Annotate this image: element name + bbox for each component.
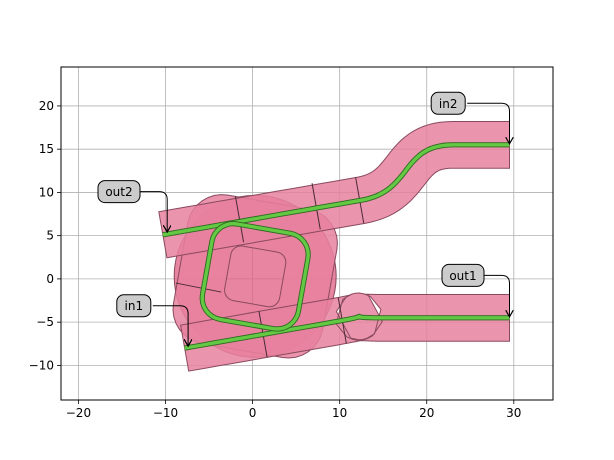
port-annotations: in2 out2 out1 in1 [97,91,510,347]
upper-bus-core [162,143,510,237]
port-in2-label: in2 [439,97,458,111]
ring-divider [175,282,222,293]
port-out1-box [441,263,485,287]
y-tick-label: 15 [39,142,54,156]
port-out1: out1 [441,263,510,316]
ring-core [200,221,310,331]
y-tick-label: −10 [29,358,54,372]
port-out1-arrow [482,274,510,316]
y-tick-label: −5 [36,315,54,329]
plot-content [158,121,510,372]
port-in1-box [116,294,152,318]
y-tick-label: 5 [46,229,54,243]
port-out2: out2 [97,180,167,233]
port-out1-label: out1 [449,269,476,283]
x-tick-label: −10 [153,406,178,420]
lower-bus-cladding [180,292,510,372]
tick-labels: −20 −10 0 10 20 30 −10 −5 0 5 10 15 20 [29,99,522,420]
port-in2-box [430,91,466,115]
port-out2-arrow [138,191,167,233]
axes-frame [60,66,554,401]
y-tick-label: 10 [39,185,54,199]
port-in1: in1 [116,294,188,347]
y-tick-label: 0 [46,272,54,286]
port-in2: in2 [430,91,509,144]
x-tick-label: −20 [66,406,91,420]
port-in1-arrow [152,305,188,347]
port-in2-arrow [467,102,509,144]
x-tick-label: 0 [249,406,257,420]
lower-bus-core [184,314,510,350]
x-tick-label: 30 [506,406,521,420]
x-tick-label: 10 [332,406,347,420]
port-out2-box [97,180,141,204]
axes-border [60,66,554,401]
x-tick-label: 20 [419,406,434,420]
port-out2-label: out2 [105,185,132,199]
port-in1-label: in1 [125,299,144,313]
y-tick-label: 20 [39,99,54,113]
